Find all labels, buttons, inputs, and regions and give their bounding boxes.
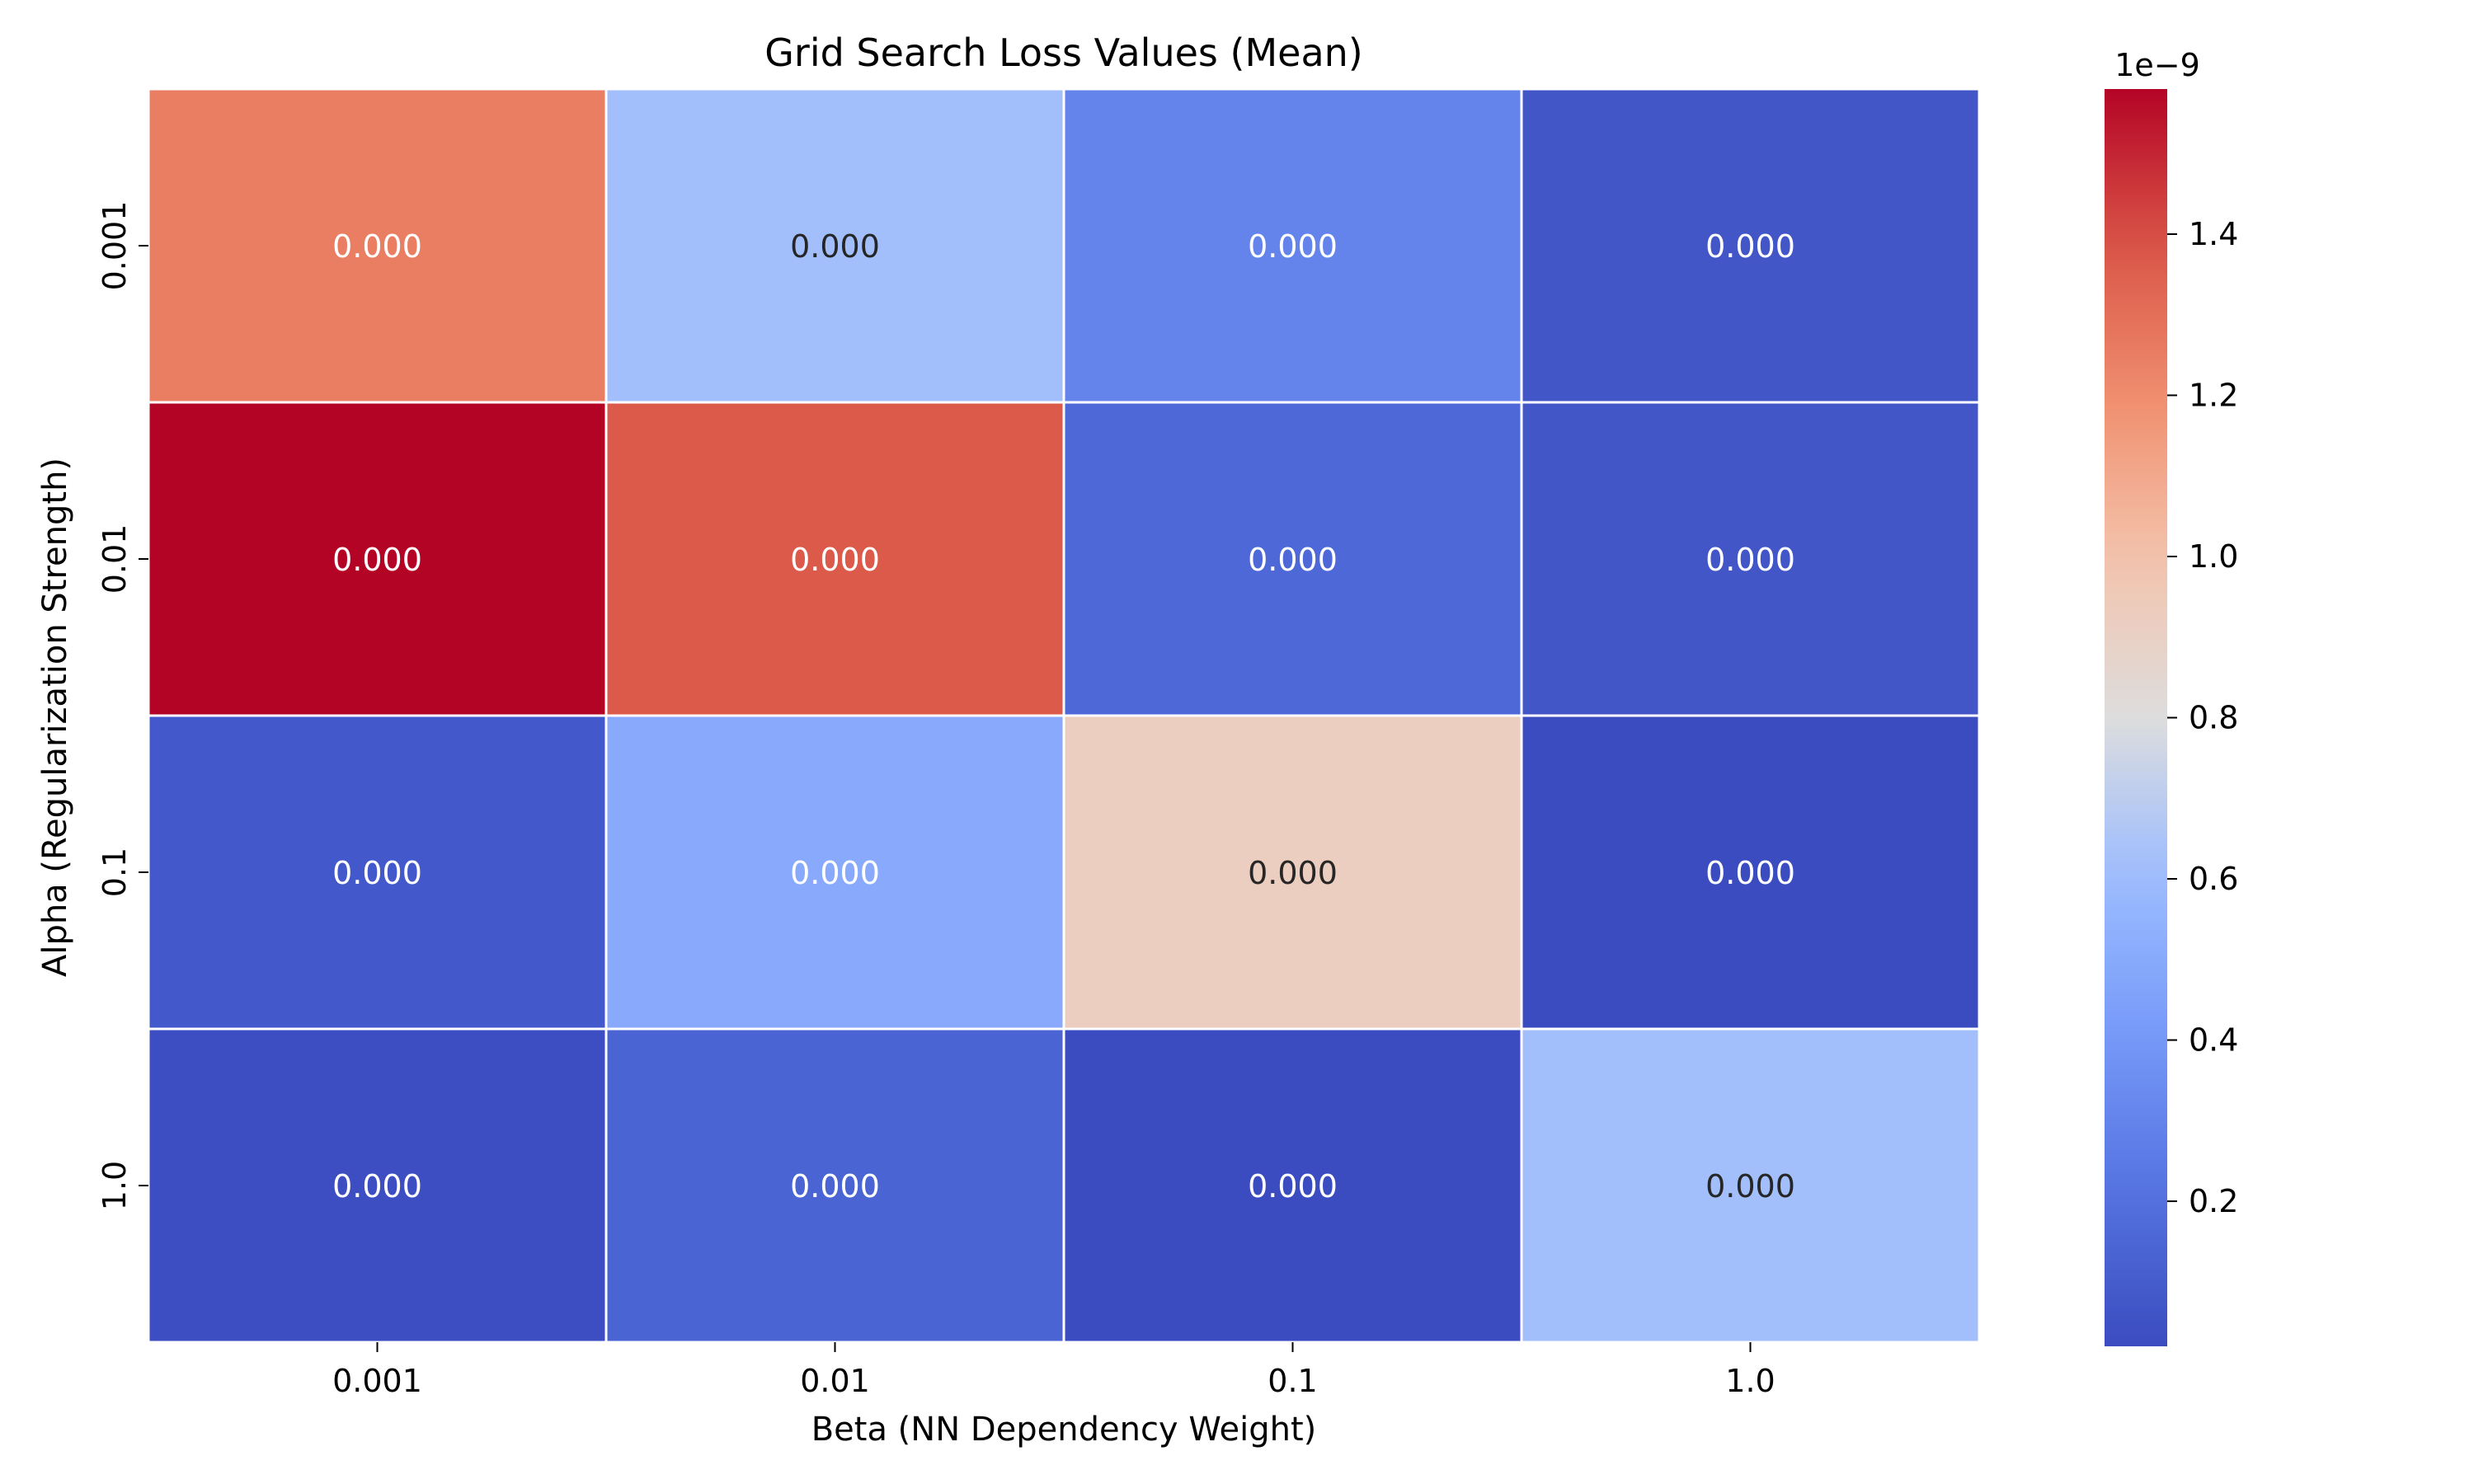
heatmap-cell: [1520, 1027, 1981, 1344]
heatmap-cell: [604, 87, 1065, 404]
y-tick-label: 0.001: [96, 201, 133, 291]
cell-value-label: 0.000: [332, 542, 422, 578]
y-tick-label: 0.1: [96, 848, 133, 897]
cell-value-label: 0.000: [1248, 228, 1338, 265]
cell-value-label: 0.000: [1705, 1168, 1795, 1205]
heatmap-cell: [147, 87, 608, 404]
colorbar-tick-label: 1.2: [2189, 377, 2238, 413]
cell-value-label: 0.000: [1248, 542, 1338, 578]
cell-value-label: 0.000: [332, 855, 422, 891]
heatmap-cell: [1520, 87, 1981, 404]
x-tick-label: 0.01: [800, 1363, 870, 1399]
x-axis-label: Beta (NN Dependency Weight): [811, 1411, 1317, 1449]
cell-value-label: 0.000: [790, 855, 880, 891]
colorbar-tick-label: 0.8: [2189, 700, 2238, 736]
colorbar-tick-label: 0.4: [2189, 1022, 2238, 1059]
heatmap-cells: 0.000 0.000 0.000 0.000 0.000 0.000 0.000 0.000…: [147, 87, 1981, 1344]
cell-value-label: 0.000: [1705, 855, 1795, 891]
cell-value-label: 0.000: [1248, 855, 1338, 891]
cell-value-label: 0.000: [790, 228, 880, 265]
colorbar-tick-label: 1.0: [2189, 538, 2238, 575]
cell-value-label: 0.000: [332, 228, 422, 265]
colorbar-offset-label: 1e−9: [2114, 47, 2200, 83]
heatmap-cell: [604, 714, 1065, 1031]
cell-value-label: 0.000: [790, 542, 880, 578]
heatmap-cell: [1062, 87, 1523, 404]
y-tick-label: 0.01: [96, 524, 133, 594]
x-axis: 0.001 0.01 0.1 1.0: [332, 1342, 1776, 1399]
heatmap-cell: [604, 401, 1065, 717]
colorbar: 0.2 0.4 0.6 0.8 1.0 1.2 1.4 1e−9: [2105, 47, 2238, 1346]
heatmap-cell: [1520, 714, 1981, 1031]
x-tick-label: 0.001: [332, 1363, 422, 1399]
heatmap-cell: [1520, 401, 1981, 717]
cell-value-label: 0.000: [332, 1168, 422, 1205]
heatmap-cell: [147, 1027, 608, 1344]
colorbar-tick-label: 0.2: [2189, 1183, 2238, 1219]
cell-value-label: 0.000: [1705, 228, 1795, 265]
heatmap-cell: [604, 1027, 1065, 1344]
colorbar-tick-label: 1.4: [2189, 216, 2238, 252]
x-tick-label: 1.0: [1725, 1363, 1775, 1399]
cell-value-label: 0.000: [1248, 1168, 1338, 1205]
x-tick-label: 0.1: [1268, 1363, 1317, 1399]
cell-value-label: 0.000: [1705, 542, 1795, 578]
y-axis-label: Alpha (Regularization Strength): [36, 458, 74, 977]
colorbar-gradient: [2105, 89, 2167, 1346]
cell-value-label: 0.000: [790, 1168, 880, 1205]
heatmap-cell: [1062, 401, 1523, 717]
y-tick-label: 1.0: [96, 1161, 133, 1210]
chart-title: Grid Search Loss Values (Mean): [764, 31, 1362, 75]
colorbar-tick-label: 0.6: [2189, 861, 2238, 897]
heatmap-cell: [1062, 1027, 1523, 1344]
heatmap-cell: [147, 401, 608, 717]
y-axis: 0.001 0.01 0.1 1.0: [96, 201, 148, 1210]
